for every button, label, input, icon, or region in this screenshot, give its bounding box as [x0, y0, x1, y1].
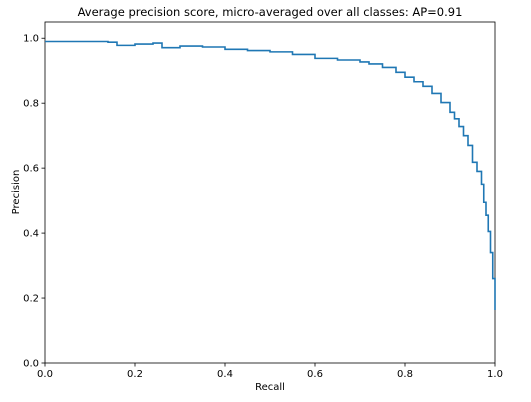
- x-axis: 0.0 0.2 0.4 0.6 0.8 1.0: [37, 363, 503, 380]
- y-tick-label: 0.2: [23, 294, 39, 305]
- y-tick-label: 0.4: [23, 229, 39, 240]
- x-tick-label: 0.0: [37, 369, 53, 380]
- chart-title: Average precision score, micro-averaged …: [78, 5, 463, 19]
- x-tick-label: 0.6: [307, 369, 323, 380]
- y-tick-label: 0.8: [23, 99, 39, 110]
- x-axis-label: Recall: [255, 382, 285, 393]
- x-tick-label: 0.2: [127, 369, 143, 380]
- y-axis: 0.0 0.2 0.4 0.6 0.8 1.0: [23, 34, 45, 370]
- x-tick-label: 0.4: [217, 369, 233, 380]
- plot-frame: [44, 21, 496, 364]
- x-tick-label: 0.8: [397, 369, 413, 380]
- y-tick-label: 1.0: [23, 34, 39, 45]
- y-tick-label: 0.0: [23, 359, 39, 370]
- y-tick-label: 0.6: [23, 164, 39, 175]
- y-axis-label: Precision: [11, 170, 22, 215]
- x-tick-label: 1.0: [487, 369, 503, 380]
- precision-recall-curve: [45, 40, 496, 311]
